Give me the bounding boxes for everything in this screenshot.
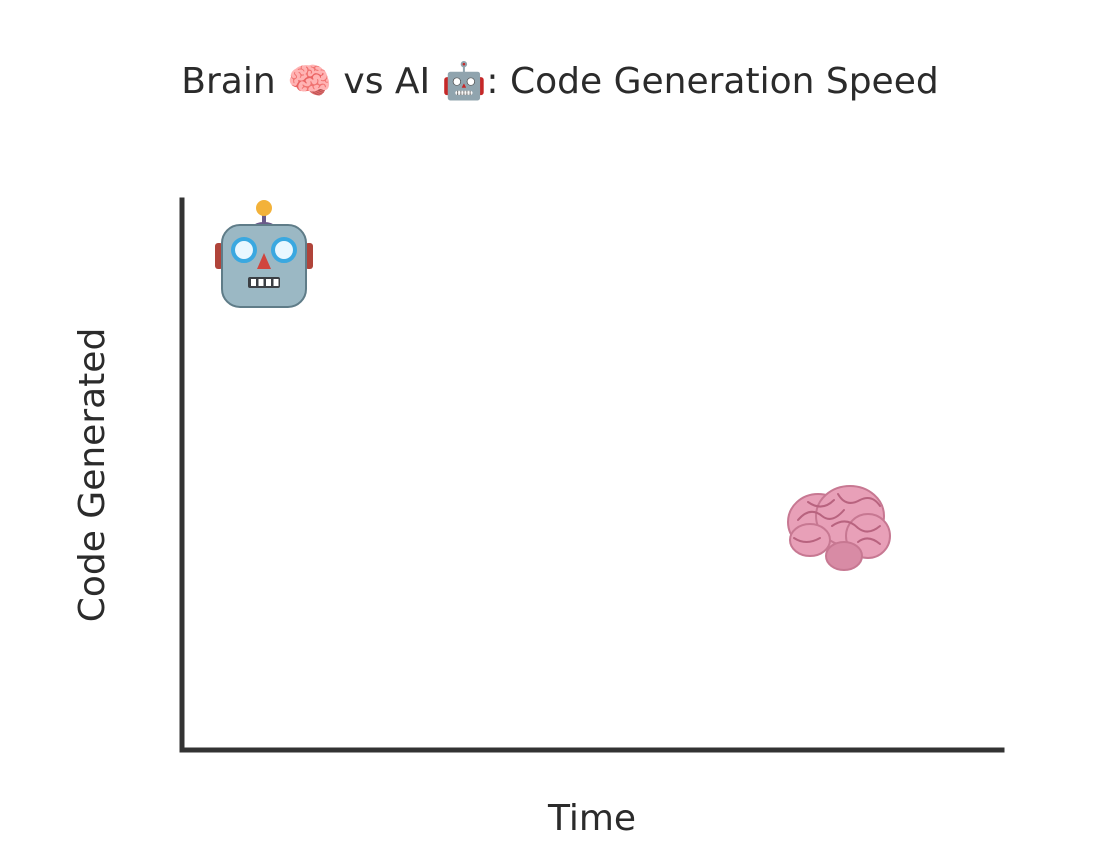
brain-point [787, 485, 891, 571]
brain-icon [787, 485, 891, 571]
y-axis-label: Code Generated [72, 328, 113, 623]
x-axis-label: Time [547, 798, 636, 839]
chart-title: Brain 🧠 vs AI 🤖: Code Generation Speed [181, 60, 938, 102]
robot-point [215, 200, 313, 308]
data-points [215, 200, 891, 571]
robot-icon [215, 200, 313, 308]
